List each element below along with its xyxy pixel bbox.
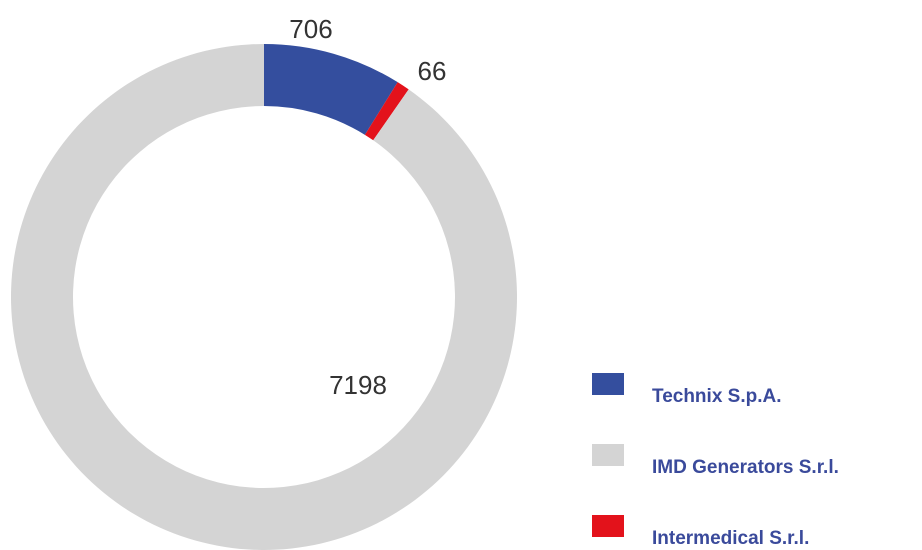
donut-segment: [364, 82, 409, 141]
donut-segment: [264, 44, 398, 135]
legend-swatch: [592, 444, 624, 466]
legend-label: IMD Generators S.r.l.: [652, 457, 839, 478]
data-label: 706: [289, 14, 332, 44]
data-label: 66: [418, 56, 447, 86]
legend-swatch: [592, 515, 624, 537]
legend-swatch: [592, 373, 624, 395]
data-label: 7198: [329, 370, 387, 400]
donut-segment: [10, 44, 518, 550]
legend-label: Technix S.p.A.: [652, 386, 782, 407]
legend-label: Intermedical S.r.l.: [652, 528, 809, 549]
